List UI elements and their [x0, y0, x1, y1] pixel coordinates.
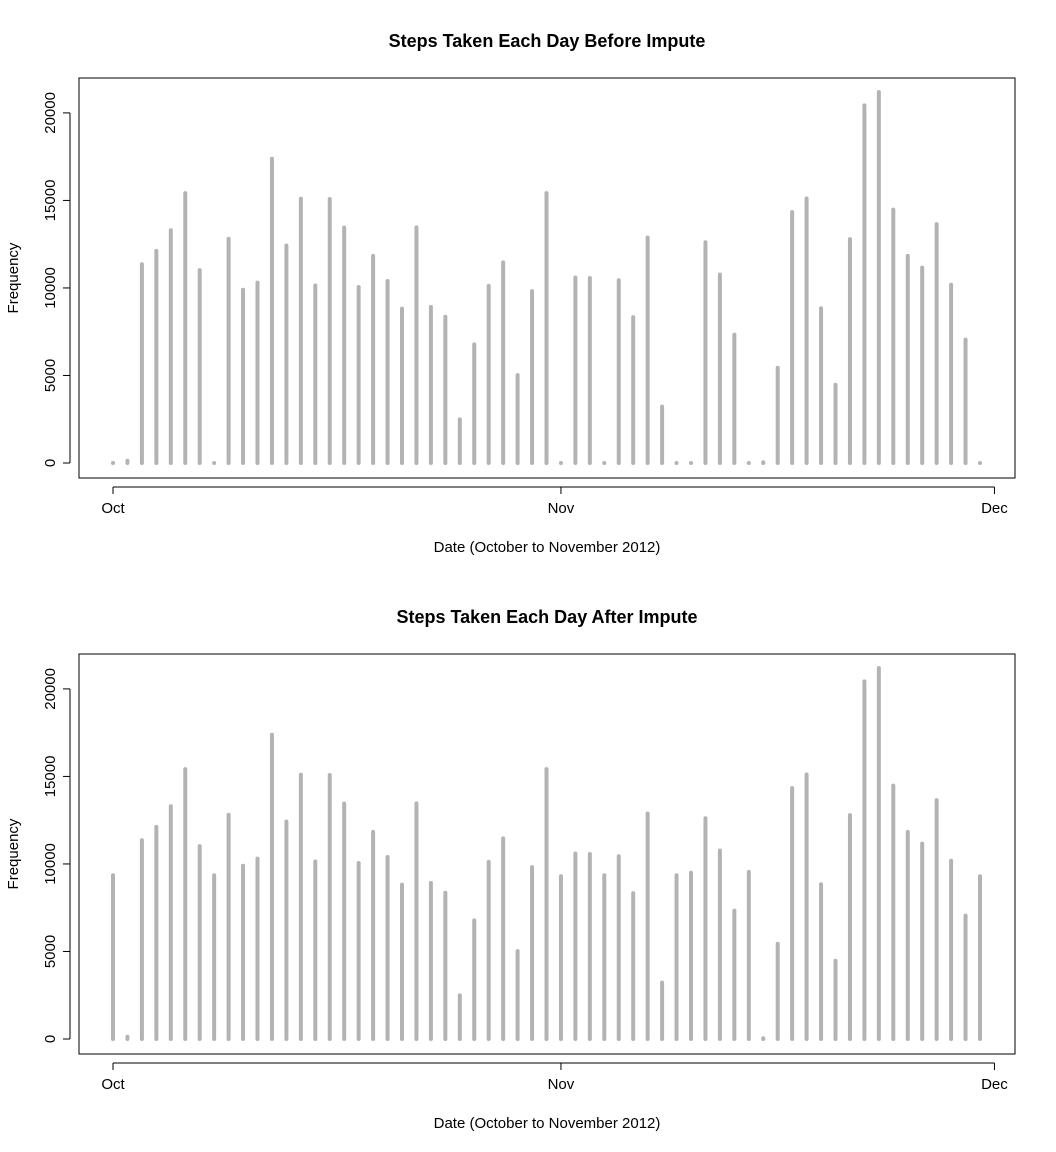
chart-title: Steps Taken Each Day After Impute	[396, 607, 697, 627]
y-tick-label: 5000	[42, 935, 59, 968]
y-tick-label: 10000	[42, 267, 59, 309]
x-tick-label: Nov	[548, 500, 575, 517]
x-tick-label: Dec	[981, 1076, 1008, 1093]
y-tick-label: 15000	[42, 180, 59, 222]
chart-panel-1: Steps Taken Each Day Before Impute 0 5000 1…	[5, 31, 1016, 556]
x-axis-label: Date (October to November 2012)	[434, 1115, 661, 1132]
y-tick-label: 0	[42, 1035, 59, 1043]
x-tick-label: Dec	[981, 500, 1008, 517]
chart-panel-2: Steps Taken Each Day After Impute 0 5000 10…	[5, 607, 1016, 1132]
y-tick-label: 15000	[42, 756, 59, 798]
y-tick-label: 20000	[42, 668, 59, 710]
chart-title: Steps Taken Each Day Before Impute	[389, 31, 706, 51]
x-axis-label: Date (October to November 2012)	[434, 539, 661, 556]
plot-frame	[78, 653, 1016, 1055]
y-tick-label: 20000	[42, 92, 59, 134]
x-tick-label: Oct	[101, 1076, 125, 1093]
y-axis-label: Frequency	[5, 818, 22, 889]
plot-frame	[78, 77, 1016, 479]
y-tick-label: 5000	[42, 359, 59, 392]
y-tick-label: 0	[42, 459, 59, 467]
x-tick-label: Oct	[101, 500, 125, 517]
y-axis-label: Frequency	[5, 242, 22, 313]
x-tick-label: Nov	[548, 1076, 575, 1093]
y-tick-label: 10000	[42, 843, 59, 885]
